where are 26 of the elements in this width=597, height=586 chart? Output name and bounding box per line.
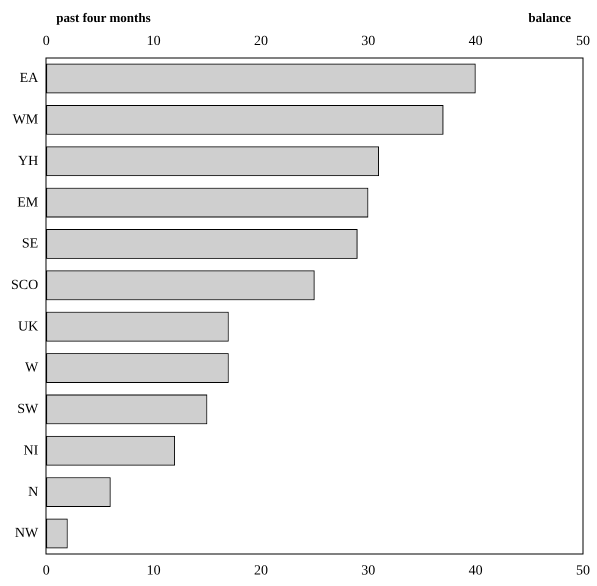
chart-title: past four months <box>56 10 151 25</box>
x2-tick-label: 10 <box>146 34 161 50</box>
y-tick-label: SCO <box>11 278 38 293</box>
y-tick-label: N <box>28 484 38 500</box>
x2-axis-title: balance <box>528 10 572 25</box>
x-tick-label: 50 <box>576 563 590 578</box>
x2-tick-label: 50 <box>576 34 590 50</box>
x-tick-label: 30 <box>361 563 376 578</box>
y-tick-label: WM <box>12 112 39 128</box>
y-tick-label: W <box>25 360 40 376</box>
y-tick-label: SE <box>22 236 38 252</box>
y-tick-label: SW <box>17 402 40 418</box>
x2-tick-label: 40 <box>468 34 483 50</box>
y-tick-label: EM <box>17 195 39 210</box>
y-tick-label: NI <box>23 443 39 458</box>
x-tick-label: 20 <box>254 563 268 578</box>
x2-tick-label: 0 <box>42 34 50 50</box>
x2-tick-label: 20 <box>254 34 268 50</box>
y-tick-label: UK <box>18 319 38 334</box>
y-tick-label: NW <box>14 526 40 542</box>
x2-tick-label: 30 <box>361 34 376 50</box>
x-tick-label: 0 <box>42 563 50 578</box>
y-tick-label: EA <box>20 71 40 86</box>
x-tick-label: 10 <box>146 563 161 578</box>
y-tick-label: YH <box>18 154 38 169</box>
x-tick-label: 40 <box>468 563 483 578</box>
